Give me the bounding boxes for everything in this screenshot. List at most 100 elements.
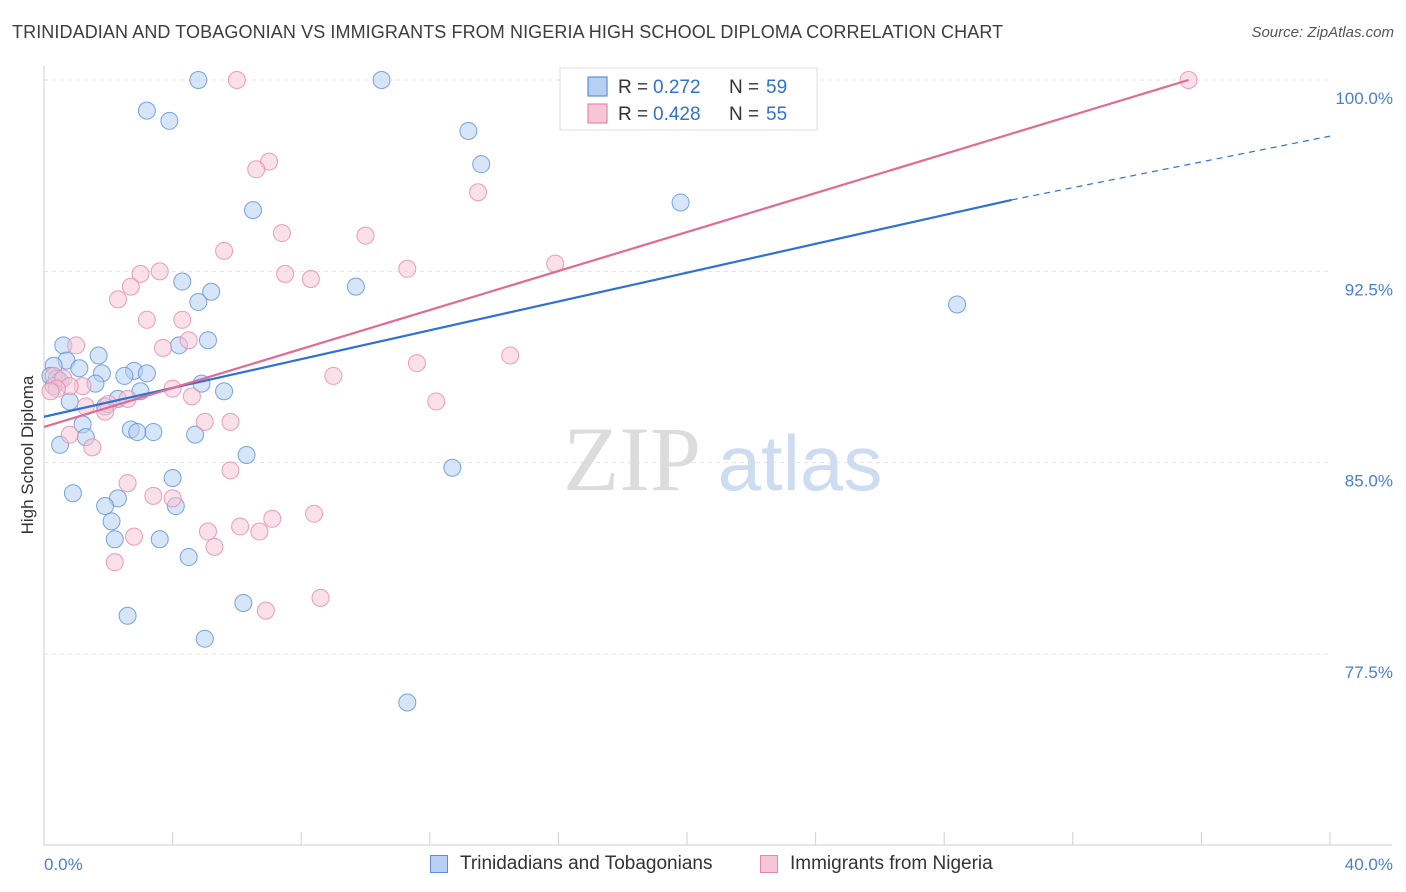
legend-item-trinidadians[interactable]: Trinidadians and Tobagonians (430, 853, 712, 875)
point-nigeria (173, 310, 192, 329)
point-trinidadian (243, 201, 262, 220)
watermark-zip: ZIP (563, 408, 701, 510)
point-trinidadian (60, 392, 79, 411)
stats-swatch-pink (587, 103, 608, 124)
point-nigeria (324, 366, 343, 385)
point-trinidadian (234, 593, 253, 612)
point-trinidadian (70, 359, 89, 378)
chart-title: TRINIDADIAN AND TOBAGONIAN VS IMMIGRANTS… (12, 22, 1004, 42)
point-trinidadian (137, 101, 156, 120)
point-nigeria (153, 338, 172, 357)
stats-n-label: N = (729, 104, 759, 125)
point-trinidadian (186, 425, 205, 444)
point-trinidadian (63, 484, 82, 503)
point-nigeria (263, 509, 282, 528)
point-trinidadian (948, 295, 967, 314)
point-trinidadian (237, 446, 256, 465)
point-nigeria (137, 310, 156, 329)
point-trinidadian (102, 512, 121, 531)
point-nigeria (305, 504, 324, 523)
y-tick-label: 85.0% (1345, 472, 1393, 491)
point-trinidadian (472, 155, 491, 174)
legend-label-trinidadians: Trinidadians and Tobagonians (460, 853, 713, 874)
point-trinidadian (372, 71, 391, 89)
legend-label-nigeria: Immigrants from Nigeria (790, 853, 993, 874)
y-tick-label: 77.5% (1345, 663, 1393, 682)
point-trinidadian (189, 292, 208, 311)
point-trinidadian (163, 468, 182, 487)
point-nigeria (301, 269, 320, 288)
data-points (41, 71, 1198, 712)
zipatlas-watermark: ZIP atlas (563, 408, 882, 510)
stats-legend-box: R = 0.272 N = 59 R = 0.428 N = 55 (559, 67, 818, 131)
point-nigeria (231, 517, 250, 536)
point-nigeria (41, 382, 60, 401)
point-nigeria (67, 336, 86, 355)
point-trinidadian (202, 282, 221, 301)
y-tick-label: 100.0% (1335, 89, 1393, 108)
grid-lines (44, 79, 1330, 655)
point-nigeria (163, 489, 182, 508)
point-trinidadian (118, 606, 137, 625)
point-trinidadian (89, 346, 108, 365)
point-nigeria (108, 290, 127, 309)
point-nigeria (83, 438, 102, 457)
point-nigeria (60, 425, 79, 444)
point-trinidadian (195, 629, 214, 648)
point-trinidadian (173, 272, 192, 291)
legend-swatch-pink (760, 855, 778, 873)
stats-r-label: R = (618, 104, 648, 125)
point-trinidadian (459, 122, 478, 141)
point-trinidadian (671, 193, 690, 212)
point-trinidadian (198, 331, 217, 350)
point-nigeria (195, 412, 214, 431)
point-nigeria (356, 226, 375, 245)
point-nigeria (272, 224, 291, 243)
point-nigeria (118, 474, 137, 493)
point-trinidadian (150, 530, 169, 549)
source-label: Source: ZipAtlas.com (1251, 24, 1394, 41)
legend-swatch-blue (430, 855, 448, 873)
point-trinidadian (443, 458, 462, 477)
point-nigeria (125, 527, 144, 546)
stats-n-value: 55 (766, 104, 787, 125)
point-trinidadian (96, 497, 115, 516)
point-nigeria (407, 354, 426, 373)
point-nigeria (150, 262, 169, 281)
point-nigeria (121, 277, 140, 296)
point-nigeria (105, 553, 124, 572)
point-nigeria (131, 264, 150, 283)
point-trinidadian (115, 366, 134, 385)
x-tick-label: 0.0% (44, 855, 83, 874)
point-trinidadian (144, 423, 163, 442)
point-trinidadian (346, 277, 365, 296)
point-nigeria (427, 392, 446, 411)
point-nigeria (501, 346, 520, 365)
stats-n-label: N = (729, 77, 759, 98)
point-trinidadian (215, 382, 234, 401)
point-trinidadian (398, 693, 417, 712)
point-trinidadian (105, 530, 124, 549)
stats-r-value: 0.428 (653, 104, 701, 125)
point-nigeria (221, 412, 240, 431)
stats-n-value: 59 (766, 77, 787, 98)
point-trinidadian (128, 423, 147, 442)
point-nigeria (247, 160, 266, 179)
point-nigeria (311, 588, 330, 607)
point-nigeria (250, 522, 269, 541)
point-nigeria (256, 601, 275, 620)
point-trinidadian (160, 111, 179, 130)
legend-item-nigeria[interactable]: Immigrants from Nigeria (760, 853, 993, 875)
point-nigeria (215, 241, 234, 260)
y-tick-label: 92.5% (1345, 280, 1393, 299)
stats-r-label: R = (618, 77, 648, 98)
trend-line-trinidadian-extension (1011, 135, 1331, 201)
point-nigeria (227, 71, 246, 89)
point-trinidadian (189, 71, 208, 89)
point-nigeria (179, 331, 198, 350)
point-nigeria (144, 486, 163, 505)
point-nigeria (198, 522, 217, 541)
stats-r-value: 0.272 (653, 77, 701, 98)
watermark-atlas: atlas (718, 419, 883, 507)
trend-line-trinidadian (43, 198, 1012, 418)
